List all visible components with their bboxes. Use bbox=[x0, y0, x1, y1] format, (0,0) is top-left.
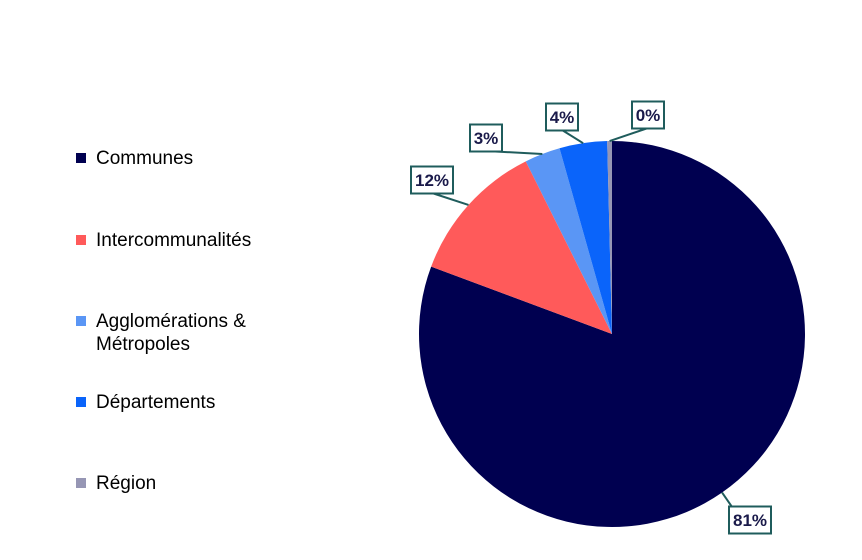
legend-swatch-intercommunalites bbox=[76, 235, 86, 245]
legend-item-departements: Départements bbox=[76, 391, 215, 414]
legend-item-communes: Communes bbox=[76, 147, 193, 170]
legend-swatch-region bbox=[76, 478, 86, 488]
data-label-box-agglomerations bbox=[469, 123, 503, 153]
leader-line-departements bbox=[561, 129, 584, 145]
legend-swatch-departements bbox=[76, 397, 86, 407]
legend-label-region: Région bbox=[96, 473, 157, 494]
data-label-box-intercommunalites bbox=[410, 165, 454, 195]
pie-slice-region bbox=[607, 141, 612, 334]
legend-label-agglomerations: Agglomérations & Métropoles bbox=[96, 311, 246, 355]
legend-swatch-communes bbox=[76, 153, 86, 163]
data-label-agglomerations: 3% bbox=[474, 129, 499, 148]
chart-legend: Communes Intercommunalités Agglomération… bbox=[0, 0, 300, 560]
legend-item-agglomerations: Agglomérations & Métropoles bbox=[76, 310, 246, 356]
legend-label-intercommunalites: Intercommunalités bbox=[96, 230, 252, 251]
pie-labels: 81% 12% 3% 4% 0% bbox=[410, 100, 772, 535]
legend-item-intercommunalites: Intercommunalités bbox=[76, 229, 251, 252]
leader-line-region bbox=[609, 127, 649, 142]
data-label-region: 0% bbox=[636, 106, 661, 125]
data-label-departements: 4% bbox=[550, 108, 575, 127]
pie-slice-intercommunalites bbox=[431, 161, 612, 334]
leader-line-intercommunalites bbox=[431, 192, 469, 206]
legend-swatch-agglomerations bbox=[76, 316, 86, 326]
legend-item-region: Région bbox=[76, 472, 156, 495]
legend-label-communes: Communes bbox=[96, 148, 194, 169]
data-label-box-region bbox=[631, 100, 665, 130]
pie-slice-agglomerations bbox=[525, 148, 612, 334]
data-label-communes: 81% bbox=[733, 511, 767, 530]
data-label-box-departements bbox=[545, 102, 579, 132]
legend-label-departements: Départements bbox=[96, 392, 216, 413]
data-label-intercommunalites: 12% bbox=[415, 171, 449, 190]
data-label-box-communes bbox=[728, 505, 772, 535]
pie-slice-departements bbox=[559, 141, 612, 334]
pie-slices bbox=[419, 141, 805, 527]
